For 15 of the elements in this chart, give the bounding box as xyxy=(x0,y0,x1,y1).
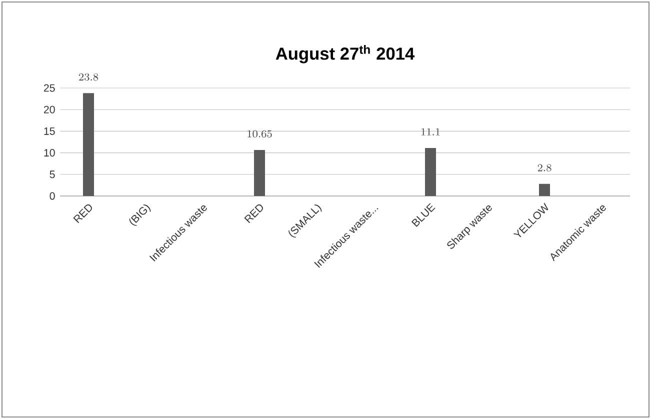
data-label: 2.8 xyxy=(538,164,552,172)
chart-title: August 27$^{th}$ 2014 xyxy=(276,45,415,64)
y-tick-label: 20 xyxy=(44,106,55,114)
bar xyxy=(83,93,94,196)
data-label: 11 . 1 xyxy=(421,128,440,136)
data-label: 10.65 xyxy=(248,130,272,138)
y-tick-label: 25 xyxy=(44,84,55,92)
y-tick-label: 15 xyxy=(44,127,55,135)
bar xyxy=(539,184,550,196)
y-tick-label: 5 xyxy=(50,170,55,178)
bar xyxy=(254,150,266,196)
y-tick-label: 10 xyxy=(44,149,55,157)
bar xyxy=(425,148,436,196)
y-tick-label: 0 xyxy=(50,192,55,200)
data-label: 23.8 xyxy=(78,73,98,81)
